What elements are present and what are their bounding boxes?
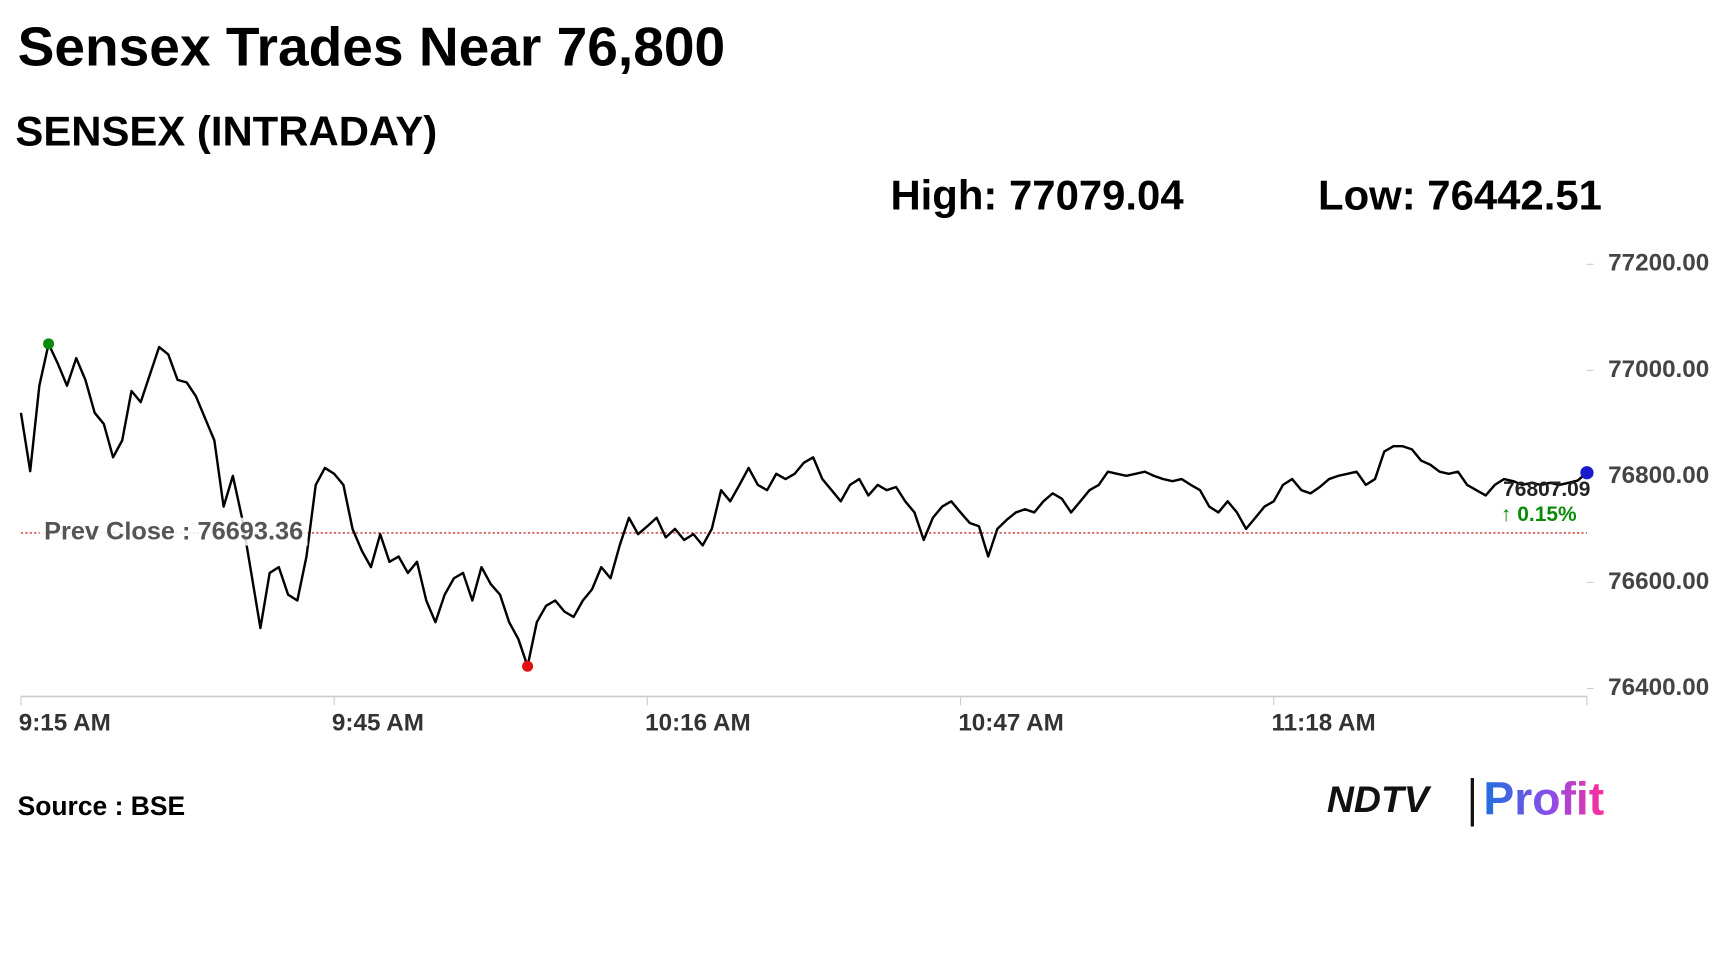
change-label: ↑ 0.15%: [1501, 503, 1577, 526]
prev-close-label: Prev Close : 76693.36: [44, 518, 303, 546]
logo-ndtv: NDTV: [1327, 778, 1432, 820]
prev-close-label-bg: [39, 517, 308, 546]
last-marker: [1580, 466, 1594, 480]
y-tick-label: 77200.00: [1608, 250, 1709, 277]
logo-profit: Profit: [1483, 773, 1604, 825]
x-tick-label: 10:16 AM: [645, 709, 751, 736]
high-label: High: 77079.04: [890, 171, 1184, 218]
last-value-label: 76807.09: [1503, 478, 1590, 501]
low-marker: [522, 660, 534, 672]
low-label: Low: 76442.51: [1318, 171, 1602, 218]
source: Source : BSE: [18, 791, 185, 821]
y-tick-label: 77000.00: [1608, 356, 1709, 383]
x-tick-label: 10:47 AM: [958, 709, 1064, 736]
x-tick-label: 9:45 AM: [332, 709, 424, 736]
high-marker: [43, 338, 55, 350]
y-tick-label: 76600.00: [1608, 568, 1709, 595]
x-tick-label: 11:18 AM: [1272, 709, 1376, 736]
x-tick-label: 9:15 AM: [19, 709, 111, 736]
chart-title: Sensex Trades Near 76,800: [18, 15, 726, 77]
price-line: [19, 342, 1588, 668]
y-tick-label: 76400.00: [1608, 674, 1709, 701]
y-tick-label: 76800.00: [1608, 462, 1709, 489]
chart-subtitle: SENSEX (INTRADAY): [15, 108, 437, 155]
